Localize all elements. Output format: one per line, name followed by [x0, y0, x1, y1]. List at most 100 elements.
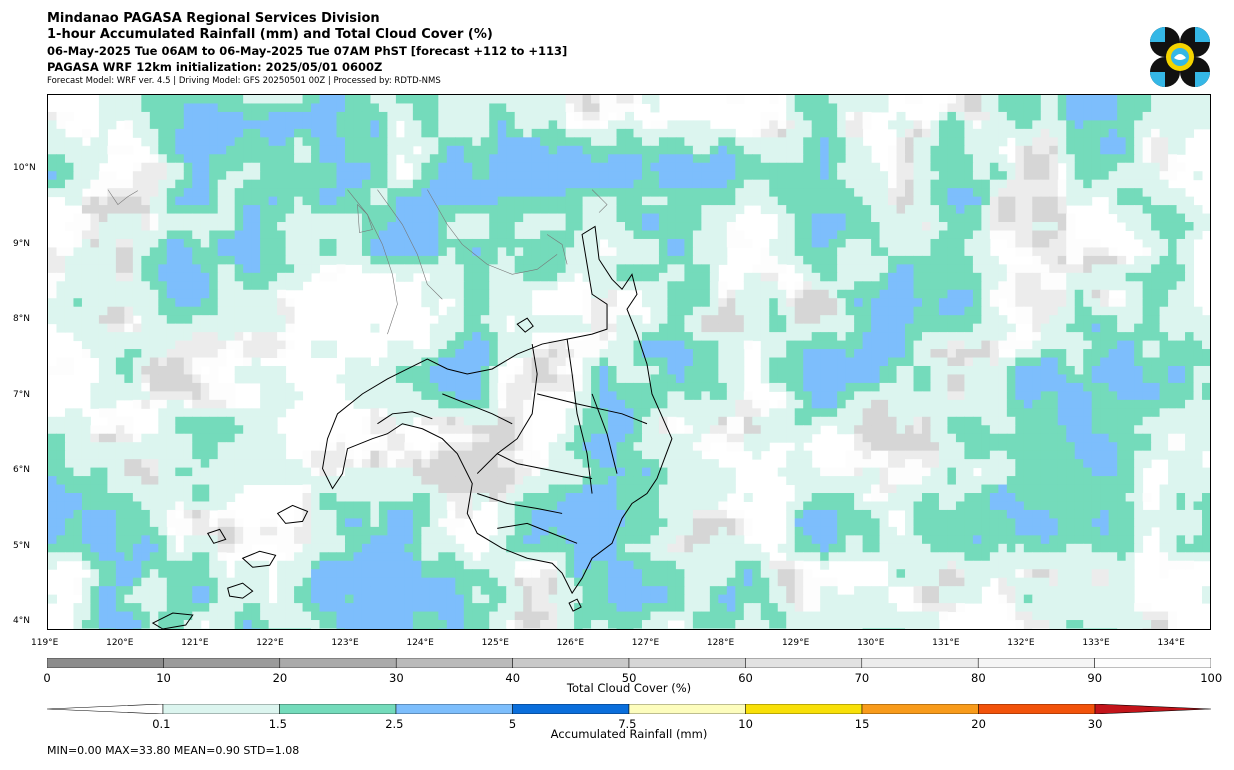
grid-cell	[378, 188, 388, 198]
grid-cell	[90, 222, 100, 231]
grid-cell	[1066, 120, 1076, 130]
grid-cell	[387, 179, 397, 189]
grid-cell	[913, 391, 923, 401]
grid-cell	[1108, 154, 1118, 164]
grid-cell	[1185, 247, 1195, 257]
grid-cell	[294, 128, 304, 138]
grid-cell	[684, 162, 694, 172]
grid-cell	[998, 382, 1008, 392]
grid-cell	[675, 171, 685, 181]
grid-cell	[582, 365, 592, 375]
grid-cell	[582, 137, 592, 147]
grid-cell	[828, 399, 838, 409]
grid-cell	[811, 128, 821, 138]
grid-cell	[514, 408, 524, 418]
grid-cell	[251, 230, 261, 240]
grid-cell	[811, 298, 821, 308]
grid-cell	[1100, 103, 1110, 113]
grid-cell	[175, 255, 185, 265]
grid-cell	[972, 399, 982, 409]
grid-cell	[166, 391, 176, 401]
grid-cell	[1040, 374, 1050, 384]
grid-cell	[557, 154, 567, 164]
grid-cell	[90, 298, 100, 308]
grid-cell	[701, 213, 711, 223]
grid-cell	[1083, 365, 1093, 375]
grid-cell	[183, 247, 193, 257]
grid-cell	[387, 95, 397, 104]
grid-cell	[905, 433, 915, 443]
grid-cell	[1066, 399, 1076, 409]
grid-cell	[625, 145, 634, 155]
grid-cell	[378, 374, 388, 384]
grid-cell	[616, 179, 626, 189]
grid-cell	[905, 247, 915, 257]
grid-cell	[294, 120, 304, 130]
grid-cell	[625, 128, 634, 138]
grid-cell	[73, 323, 83, 333]
grid-cell	[743, 399, 753, 409]
grid-cell	[90, 230, 100, 240]
grid-cell	[548, 391, 558, 401]
grid-cell	[260, 196, 270, 206]
grid-cell	[158, 154, 168, 164]
grid-cell	[760, 247, 770, 257]
grid-cell	[56, 357, 66, 367]
grid-cell	[811, 171, 821, 181]
grid-cell	[1202, 95, 1210, 104]
grid-cell	[1108, 128, 1118, 138]
grid-cell	[981, 222, 991, 231]
grid-cell	[370, 154, 380, 164]
grid-cell	[633, 171, 643, 181]
grid-cell	[421, 154, 431, 164]
grid-cell	[81, 306, 91, 316]
grid-cell	[701, 323, 711, 333]
grid-cell	[438, 120, 448, 130]
grid-cell	[591, 323, 601, 333]
grid-cell	[404, 399, 414, 409]
grid-cell	[489, 272, 499, 282]
grid-cell	[667, 391, 677, 401]
grid-cell	[1066, 137, 1076, 147]
grid-cell	[132, 222, 142, 231]
grid-cell	[107, 272, 117, 282]
grid-cell	[319, 179, 329, 189]
grid-cell	[701, 289, 711, 299]
grid-cell	[769, 323, 779, 333]
grid-cell	[1134, 315, 1144, 325]
grid-cell	[370, 323, 380, 333]
grid-cell	[166, 315, 176, 325]
grid-cell	[896, 442, 906, 452]
grid-cell	[871, 298, 881, 308]
grid-cell	[260, 179, 270, 189]
grid-cell	[90, 306, 100, 316]
grid-cell	[1040, 323, 1050, 333]
grid-cell	[701, 196, 711, 206]
grid-cell	[395, 111, 405, 121]
grid-cell	[599, 340, 609, 350]
grid-cell	[616, 171, 626, 181]
grid-cell	[921, 408, 931, 418]
grid-cell	[625, 357, 634, 367]
grid-cell	[514, 315, 524, 325]
grid-cell	[913, 222, 923, 231]
grid-cell	[166, 213, 176, 223]
grid-cell	[404, 408, 414, 418]
grid-cell	[175, 238, 185, 248]
grid-cell	[115, 315, 125, 325]
grid-cell	[234, 111, 244, 121]
grid-cell	[472, 154, 482, 164]
grid-cell	[1108, 120, 1118, 130]
grid-cell	[1117, 162, 1127, 172]
grid-cell	[837, 145, 847, 155]
grid-cell	[871, 349, 881, 359]
grid-cell	[463, 323, 473, 333]
grid-cell	[1125, 264, 1135, 274]
grid-cell	[336, 196, 346, 206]
grid-cell	[1006, 238, 1016, 248]
grid-cell	[1185, 374, 1195, 384]
grid-cell	[854, 323, 864, 333]
grid-cell	[582, 222, 592, 231]
grid-cell	[243, 196, 253, 206]
grid-cell	[336, 120, 346, 130]
